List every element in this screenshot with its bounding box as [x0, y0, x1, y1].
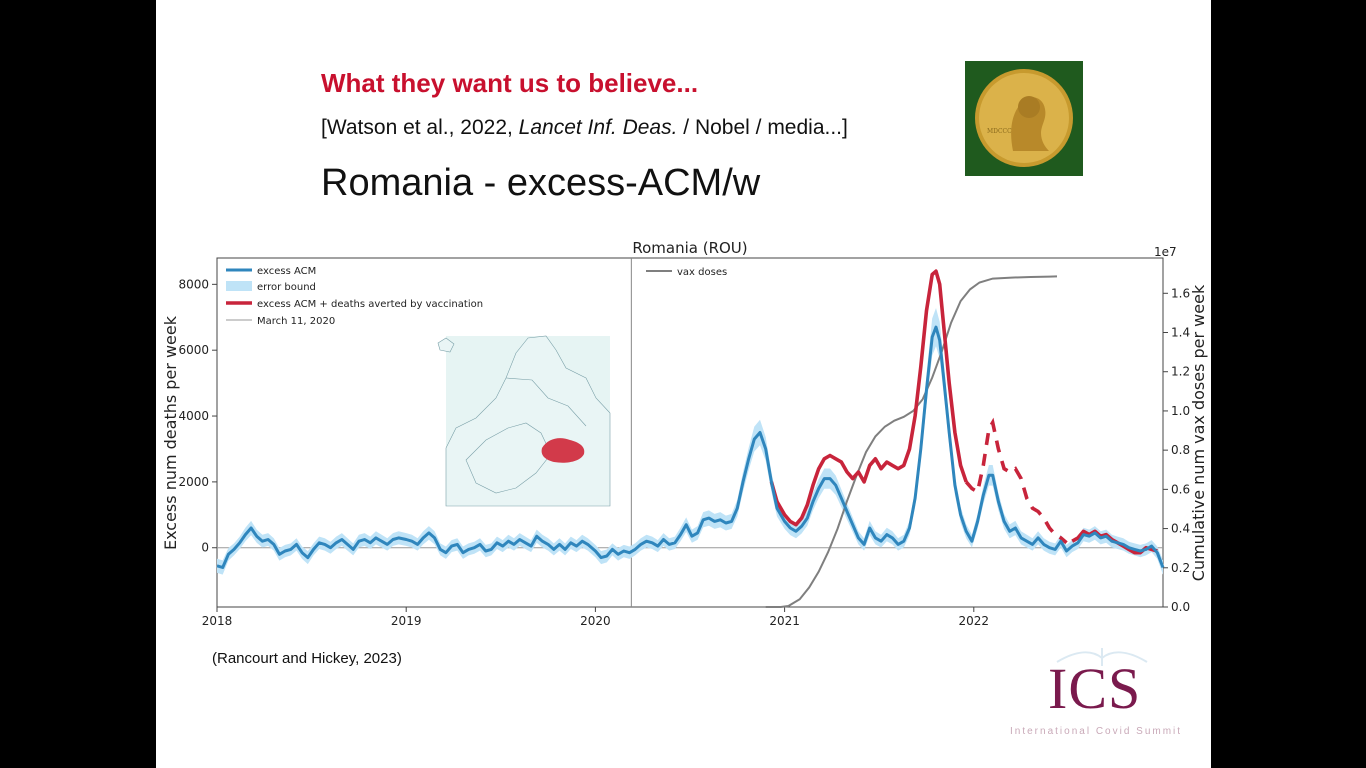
x-tick-label: 2021 [769, 614, 800, 628]
y-tick-label: 0 [201, 541, 209, 555]
plot-frame [216, 257, 1164, 608]
excess-acm-line [216, 325, 1165, 569]
citation-prefix: [Watson et al., 2022, [321, 116, 519, 139]
logo-letters: ICS [1048, 656, 1142, 721]
headline: What they want us to believe... [321, 68, 699, 98]
y2-tick-label: 1.6 [1171, 286, 1190, 300]
y-ticks: 0 2000 4000 6000 8000 [178, 277, 217, 555]
x-tick-label: 2020 [580, 614, 611, 628]
x-tick-label: 2018 [202, 614, 233, 628]
vax-doses-line [765, 275, 1058, 608]
y2-tick-label: 0.8 [1171, 443, 1190, 457]
source-citation: (Rancourt and Hickey, 2023) [212, 650, 402, 667]
legend-averted: excess ACM + deaths averted by vaccinati… [257, 299, 483, 310]
legend-vax-doses: vax doses [677, 267, 727, 278]
slide-title: Romania - excess-ACM/w [321, 162, 761, 204]
legend-march-2020: March 11, 2020 [257, 316, 335, 327]
svg-text:MDCCC: MDCCC [987, 128, 1012, 135]
caduceus-icon [1056, 648, 1148, 666]
citation: [Watson et al., 2022, Lancet Inf. Deas. … [321, 116, 848, 140]
nobel-medal-icon: MDCCC [965, 61, 1083, 176]
y2-tick-label: 1.0 [1171, 404, 1190, 418]
x-tick-label: 2019 [391, 614, 422, 628]
x-ticks: 2018 2019 2020 2021 2022 [202, 607, 989, 628]
europe-map [437, 335, 611, 507]
y-tick-label: 2000 [178, 475, 209, 489]
y2-axis-label: Cumulative num vax doses per week [1189, 284, 1208, 581]
y2-tick-label: 0.4 [1171, 522, 1190, 536]
y-tick-label: 4000 [178, 409, 209, 423]
legend-left: excess ACM error bound excess ACM + deat… [226, 266, 483, 327]
y2-tick-label: 0.6 [1171, 482, 1190, 496]
logo-tagline: International Covid Summit [1010, 726, 1183, 737]
y2-ticks: 0.0 0.2 0.4 0.6 0.8 1.0 1.2 1.4 1.6 [1163, 286, 1190, 614]
ics-logo: ICS International Covid Summit [1004, 648, 1204, 743]
slide: What they want us to believe... [Watson … [156, 0, 1211, 768]
chart-title: Romania (ROU) [632, 239, 747, 257]
legend-right: vax doses [646, 267, 727, 278]
y2-tick-label: 0.0 [1171, 600, 1190, 614]
y-axis-label: Excess num deaths per week [161, 315, 180, 550]
y2-tick-label: 0.2 [1171, 561, 1190, 575]
error-band [217, 308, 1163, 575]
y-tick-label: 8000 [178, 277, 209, 291]
citation-suffix: / Nobel / media...] [677, 116, 848, 139]
legend-error-bound: error bound [257, 282, 316, 293]
citation-journal: Lancet Inf. Deas. [518, 116, 678, 139]
x-tick-label: 2022 [959, 614, 990, 628]
y2-tick-label: 1.2 [1171, 365, 1190, 379]
legend-excess-acm: excess ACM [257, 266, 316, 277]
y2-tick-label: 1.4 [1171, 326, 1190, 340]
y-tick-label: 6000 [178, 343, 209, 357]
y2-offset-label: 1e7 [1154, 245, 1177, 259]
excess-plus-averted-dashed [964, 417, 1068, 545]
